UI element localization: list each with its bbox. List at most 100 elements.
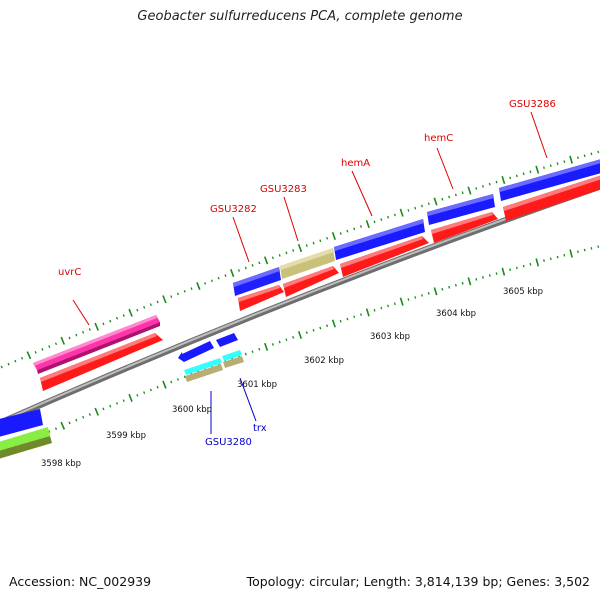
- forward-strand-genes: [33, 158, 600, 374]
- inner-minor-tick: [48, 430, 51, 433]
- gene-gsu3280-rna[interactable]: [184, 350, 244, 382]
- gene-label-gsu3286[interactable]: GSU3286: [509, 99, 556, 110]
- gene-gsu3283-forward[interactable]: [280, 248, 335, 279]
- outer-minor-tick: [183, 289, 186, 293]
- outer-minor-tick: [353, 227, 356, 231]
- inner-minor-tick: [244, 352, 247, 356]
- outer-minor-tick: [102, 322, 105, 326]
- accession-text: Accession: NC_002939: [9, 574, 152, 589]
- outer-minor-tick: [529, 170, 532, 174]
- outer-minor-tick: [549, 164, 552, 167]
- inner-minor-tick: [359, 313, 363, 316]
- outer-major-tick: [501, 175, 506, 185]
- inner-minor-tick: [529, 262, 532, 266]
- inner-minor-tick: [441, 287, 444, 291]
- inner-minor-tick: [136, 393, 139, 397]
- inner-major-tick: [569, 249, 573, 258]
- outer-minor-tick: [312, 241, 315, 245]
- inner-minor-tick: [82, 415, 85, 419]
- outer-minor-tick: [251, 264, 254, 267]
- outer-minor-tick: [407, 209, 410, 212]
- inner-minor-tick: [407, 298, 410, 301]
- inner-minor-tick: [482, 276, 484, 279]
- outer-minor-tick: [319, 239, 322, 243]
- outer-minor-tick: [271, 256, 274, 260]
- outer-minor-tick: [475, 187, 478, 190]
- gene-gsu3286-forward[interactable]: [499, 158, 600, 201]
- outer-major-tick: [331, 231, 336, 240]
- outer-minor-tick: [346, 229, 349, 233]
- outer-minor-tick: [326, 236, 329, 240]
- outer-major-tick: [60, 336, 66, 345]
- gene-gsu3280-arrow[interactable]: [178, 341, 214, 362]
- outer-minor-tick: [590, 152, 593, 156]
- gene-trx-arrow[interactable]: [216, 333, 238, 347]
- inner-minor-tick: [549, 257, 552, 261]
- gene-hemC-reverse[interactable]: [431, 212, 498, 243]
- outer-major-tick: [230, 269, 235, 278]
- inner-minor-tick: [461, 281, 464, 285]
- inner-minor-tick: [278, 340, 281, 344]
- gene-left-blue[interactable]: [0, 409, 43, 438]
- scale-label-3605: 3605 kbp: [503, 287, 543, 297]
- inner-major-tick: [535, 258, 540, 267]
- outer-minor-tick: [495, 180, 498, 184]
- inner-minor-tick: [556, 255, 559, 259]
- inner-minor-tick: [387, 304, 390, 308]
- outer-minor-tick: [387, 215, 390, 219]
- outer-minor-tick: [427, 202, 430, 206]
- inner-minor-tick: [68, 421, 71, 425]
- inner-minor-tick: [515, 266, 518, 270]
- gene-gsu3282-forward[interactable]: [233, 267, 281, 296]
- gene-gsu3283-reverse[interactable]: [283, 266, 339, 297]
- inner-minor-tick: [583, 248, 586, 252]
- outer-minor-tick: [7, 362, 10, 366]
- inner-minor-tick: [393, 302, 396, 306]
- gene-label-hemC[interactable]: hemC: [424, 133, 453, 144]
- outer-minor-tick: [583, 154, 586, 158]
- outer-minor-tick: [420, 204, 424, 208]
- outer-minor-tick: [109, 319, 112, 323]
- gene-hemC-forward[interactable]: [427, 194, 495, 225]
- inner-major-tick: [297, 330, 303, 340]
- gene-hemA-forward[interactable]: [334, 219, 425, 260]
- outer-minor-tick: [461, 191, 464, 195]
- genome-stats-text: Topology: circular; Length: 3,814,139 bp…: [246, 574, 590, 589]
- inner-minor-tick: [339, 319, 342, 323]
- gene-label-hemA[interactable]: hemA: [341, 158, 370, 169]
- gene-label-trx[interactable]: trx: [253, 423, 267, 434]
- outer-minor-tick: [278, 254, 281, 257]
- gene-uvrC-reverse[interactable]: [40, 333, 163, 391]
- inner-minor-tick: [522, 264, 525, 268]
- backbone: [0, 183, 600, 427]
- inner-minor-tick: [258, 347, 261, 351]
- inner-minor-tick: [576, 250, 579, 254]
- inner-major-tick: [433, 287, 438, 296]
- gene-label-gsu3280[interactable]: GSU3280: [205, 437, 252, 448]
- gene-gsu3286-reverse[interactable]: [503, 174, 600, 221]
- gene-label-gsu3282[interactable]: GSU3282: [210, 204, 257, 215]
- outer-minor-tick: [156, 300, 159, 304]
- gene-hemA-reverse[interactable]: [340, 236, 429, 277]
- gene-label-gsu3283[interactable]: GSU3283: [260, 184, 307, 195]
- gene-gsu3282-reverse[interactable]: [238, 285, 284, 311]
- inner-side-genes: [0, 333, 244, 460]
- outer-minor-tick: [136, 308, 139, 312]
- gene-uvrC-forward[interactable]: [33, 315, 160, 374]
- outer-major-tick: [297, 243, 303, 253]
- gene-label-uvrC[interactable]: uvrC: [58, 267, 81, 278]
- inner-minor-tick: [448, 285, 451, 289]
- outer-minor-tick: [522, 172, 525, 176]
- inner-minor-tick: [122, 399, 125, 403]
- inner-minor-tick: [488, 274, 491, 277]
- gene-left-green[interactable]: [0, 427, 52, 460]
- inner-minor-tick: [346, 317, 349, 321]
- outer-major-tick: [196, 282, 201, 290]
- outer-major-tick: [94, 322, 99, 331]
- outer-major-tick: [263, 256, 269, 265]
- outer-minor-tick: [441, 197, 444, 201]
- scale-label-3601: 3601 kbp: [237, 380, 277, 390]
- scale-label-3603: 3603 kbp: [370, 332, 410, 342]
- outer-major-tick: [433, 197, 438, 206]
